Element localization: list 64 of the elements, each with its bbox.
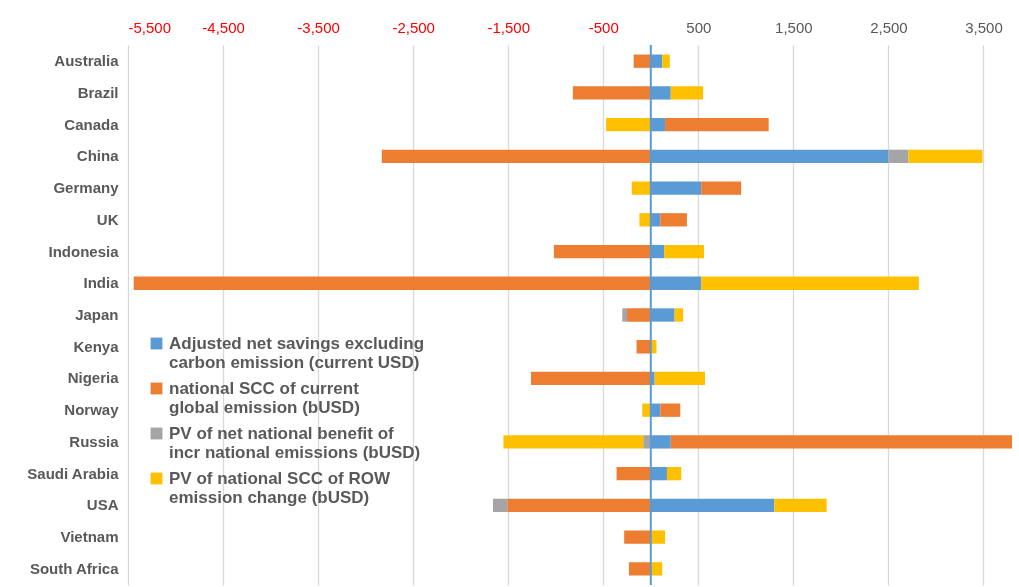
bar xyxy=(888,149,909,164)
x-tick-label: -5,500 xyxy=(128,18,172,36)
bar xyxy=(774,498,827,513)
bar xyxy=(624,530,651,544)
bar xyxy=(908,149,983,164)
y-tick-label: Germany xyxy=(53,179,120,197)
bar xyxy=(662,54,670,68)
bar xyxy=(628,562,651,576)
bar xyxy=(633,54,651,68)
x-tick-label: -500 xyxy=(588,18,619,36)
legend-label: PV of net national benefit of incr national emissions (bUSD) xyxy=(169,423,421,462)
y-tick-label: UK xyxy=(96,210,119,228)
bar xyxy=(701,276,919,290)
y-tick-label: Japan xyxy=(75,306,119,323)
bar xyxy=(654,371,705,386)
bar xyxy=(606,117,651,132)
bar xyxy=(670,435,1012,449)
bar xyxy=(664,244,705,259)
bar xyxy=(665,117,769,132)
bar xyxy=(650,530,666,544)
bar xyxy=(674,308,684,322)
x-tick-label: 2,500 xyxy=(870,18,908,36)
bar xyxy=(639,213,651,227)
y-tick-label: Kenya xyxy=(73,337,120,355)
y-tick-label: Russia xyxy=(69,432,120,450)
bar xyxy=(627,308,651,322)
x-tick-label: -2,500 xyxy=(392,18,435,36)
bar xyxy=(572,86,651,100)
y-tick-label: Australia xyxy=(54,52,120,70)
bar xyxy=(503,435,644,449)
y-tick-label: USA xyxy=(86,496,119,514)
x-tick-label: -3,500 xyxy=(297,18,340,36)
bar xyxy=(616,466,651,481)
y-tick-label: Canada xyxy=(64,115,120,133)
bar xyxy=(507,498,651,513)
y-tick-label: Nigeria xyxy=(67,369,120,387)
bar xyxy=(631,181,651,195)
bar xyxy=(553,244,651,259)
y-tick-label: Vietnam xyxy=(60,528,119,546)
bar xyxy=(660,403,681,417)
x-tick-label: -1,500 xyxy=(487,18,530,36)
bar xyxy=(660,213,687,227)
bar xyxy=(493,498,508,513)
y-tick-label: Brazil xyxy=(77,83,119,101)
y-tick-label: Indonesia xyxy=(48,242,120,260)
y-tick-label: India xyxy=(83,274,120,292)
legend-label: Adjusted net savings excluding carbon emission (current USD) xyxy=(169,333,425,372)
legend-label: PV of national SCC of ROW emission change (bUSD) xyxy=(169,468,391,507)
bar xyxy=(381,149,651,164)
bar xyxy=(133,276,651,290)
bar xyxy=(666,466,682,481)
bar xyxy=(670,86,704,100)
x-tick-label: -4,500 xyxy=(202,18,245,36)
bar xyxy=(531,371,651,386)
bar xyxy=(701,181,742,195)
legend-label: national SCC of current global emission (bUSD) xyxy=(169,378,360,417)
x-tick-label: 3,500 xyxy=(965,18,1003,36)
x-tick-label: 500 xyxy=(686,18,712,36)
y-tick-label: Saudi Arabia xyxy=(27,464,120,482)
y-tick-label: China xyxy=(76,147,120,165)
x-tick-label: 1,500 xyxy=(775,18,813,36)
y-tick-label: South Africa xyxy=(29,559,120,577)
bar xyxy=(622,308,628,322)
y-tick-label: Norway xyxy=(64,401,120,419)
